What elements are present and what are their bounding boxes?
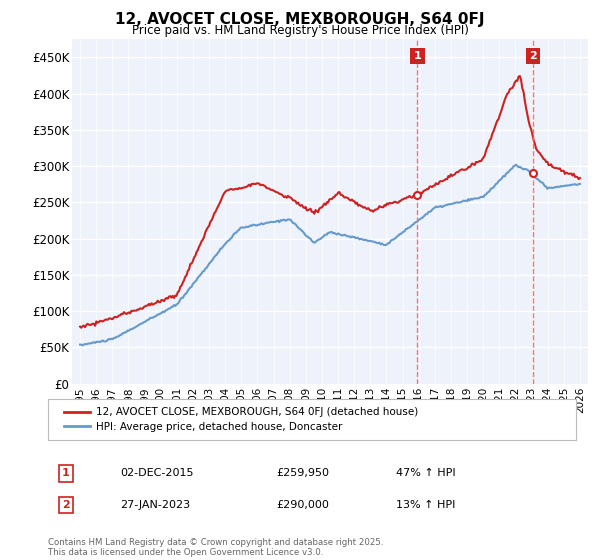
Text: 2: 2 bbox=[529, 51, 537, 61]
Text: 2: 2 bbox=[62, 500, 70, 510]
Text: £259,950: £259,950 bbox=[276, 468, 329, 478]
Legend: 12, AVOCET CLOSE, MEXBOROUGH, S64 0FJ (detached house), HPI: Average price, deta: 12, AVOCET CLOSE, MEXBOROUGH, S64 0FJ (d… bbox=[58, 402, 424, 437]
Text: 47% ↑ HPI: 47% ↑ HPI bbox=[396, 468, 455, 478]
Text: 13% ↑ HPI: 13% ↑ HPI bbox=[396, 500, 455, 510]
Text: 12, AVOCET CLOSE, MEXBOROUGH, S64 0FJ: 12, AVOCET CLOSE, MEXBOROUGH, S64 0FJ bbox=[115, 12, 485, 27]
Text: 27-JAN-2023: 27-JAN-2023 bbox=[120, 500, 190, 510]
Text: 1: 1 bbox=[62, 468, 70, 478]
Text: 02-DEC-2015: 02-DEC-2015 bbox=[120, 468, 193, 478]
Text: 1: 1 bbox=[413, 51, 421, 61]
Text: Price paid vs. HM Land Registry's House Price Index (HPI): Price paid vs. HM Land Registry's House … bbox=[131, 24, 469, 36]
Text: £290,000: £290,000 bbox=[276, 500, 329, 510]
Text: Contains HM Land Registry data © Crown copyright and database right 2025.
This d: Contains HM Land Registry data © Crown c… bbox=[48, 538, 383, 557]
